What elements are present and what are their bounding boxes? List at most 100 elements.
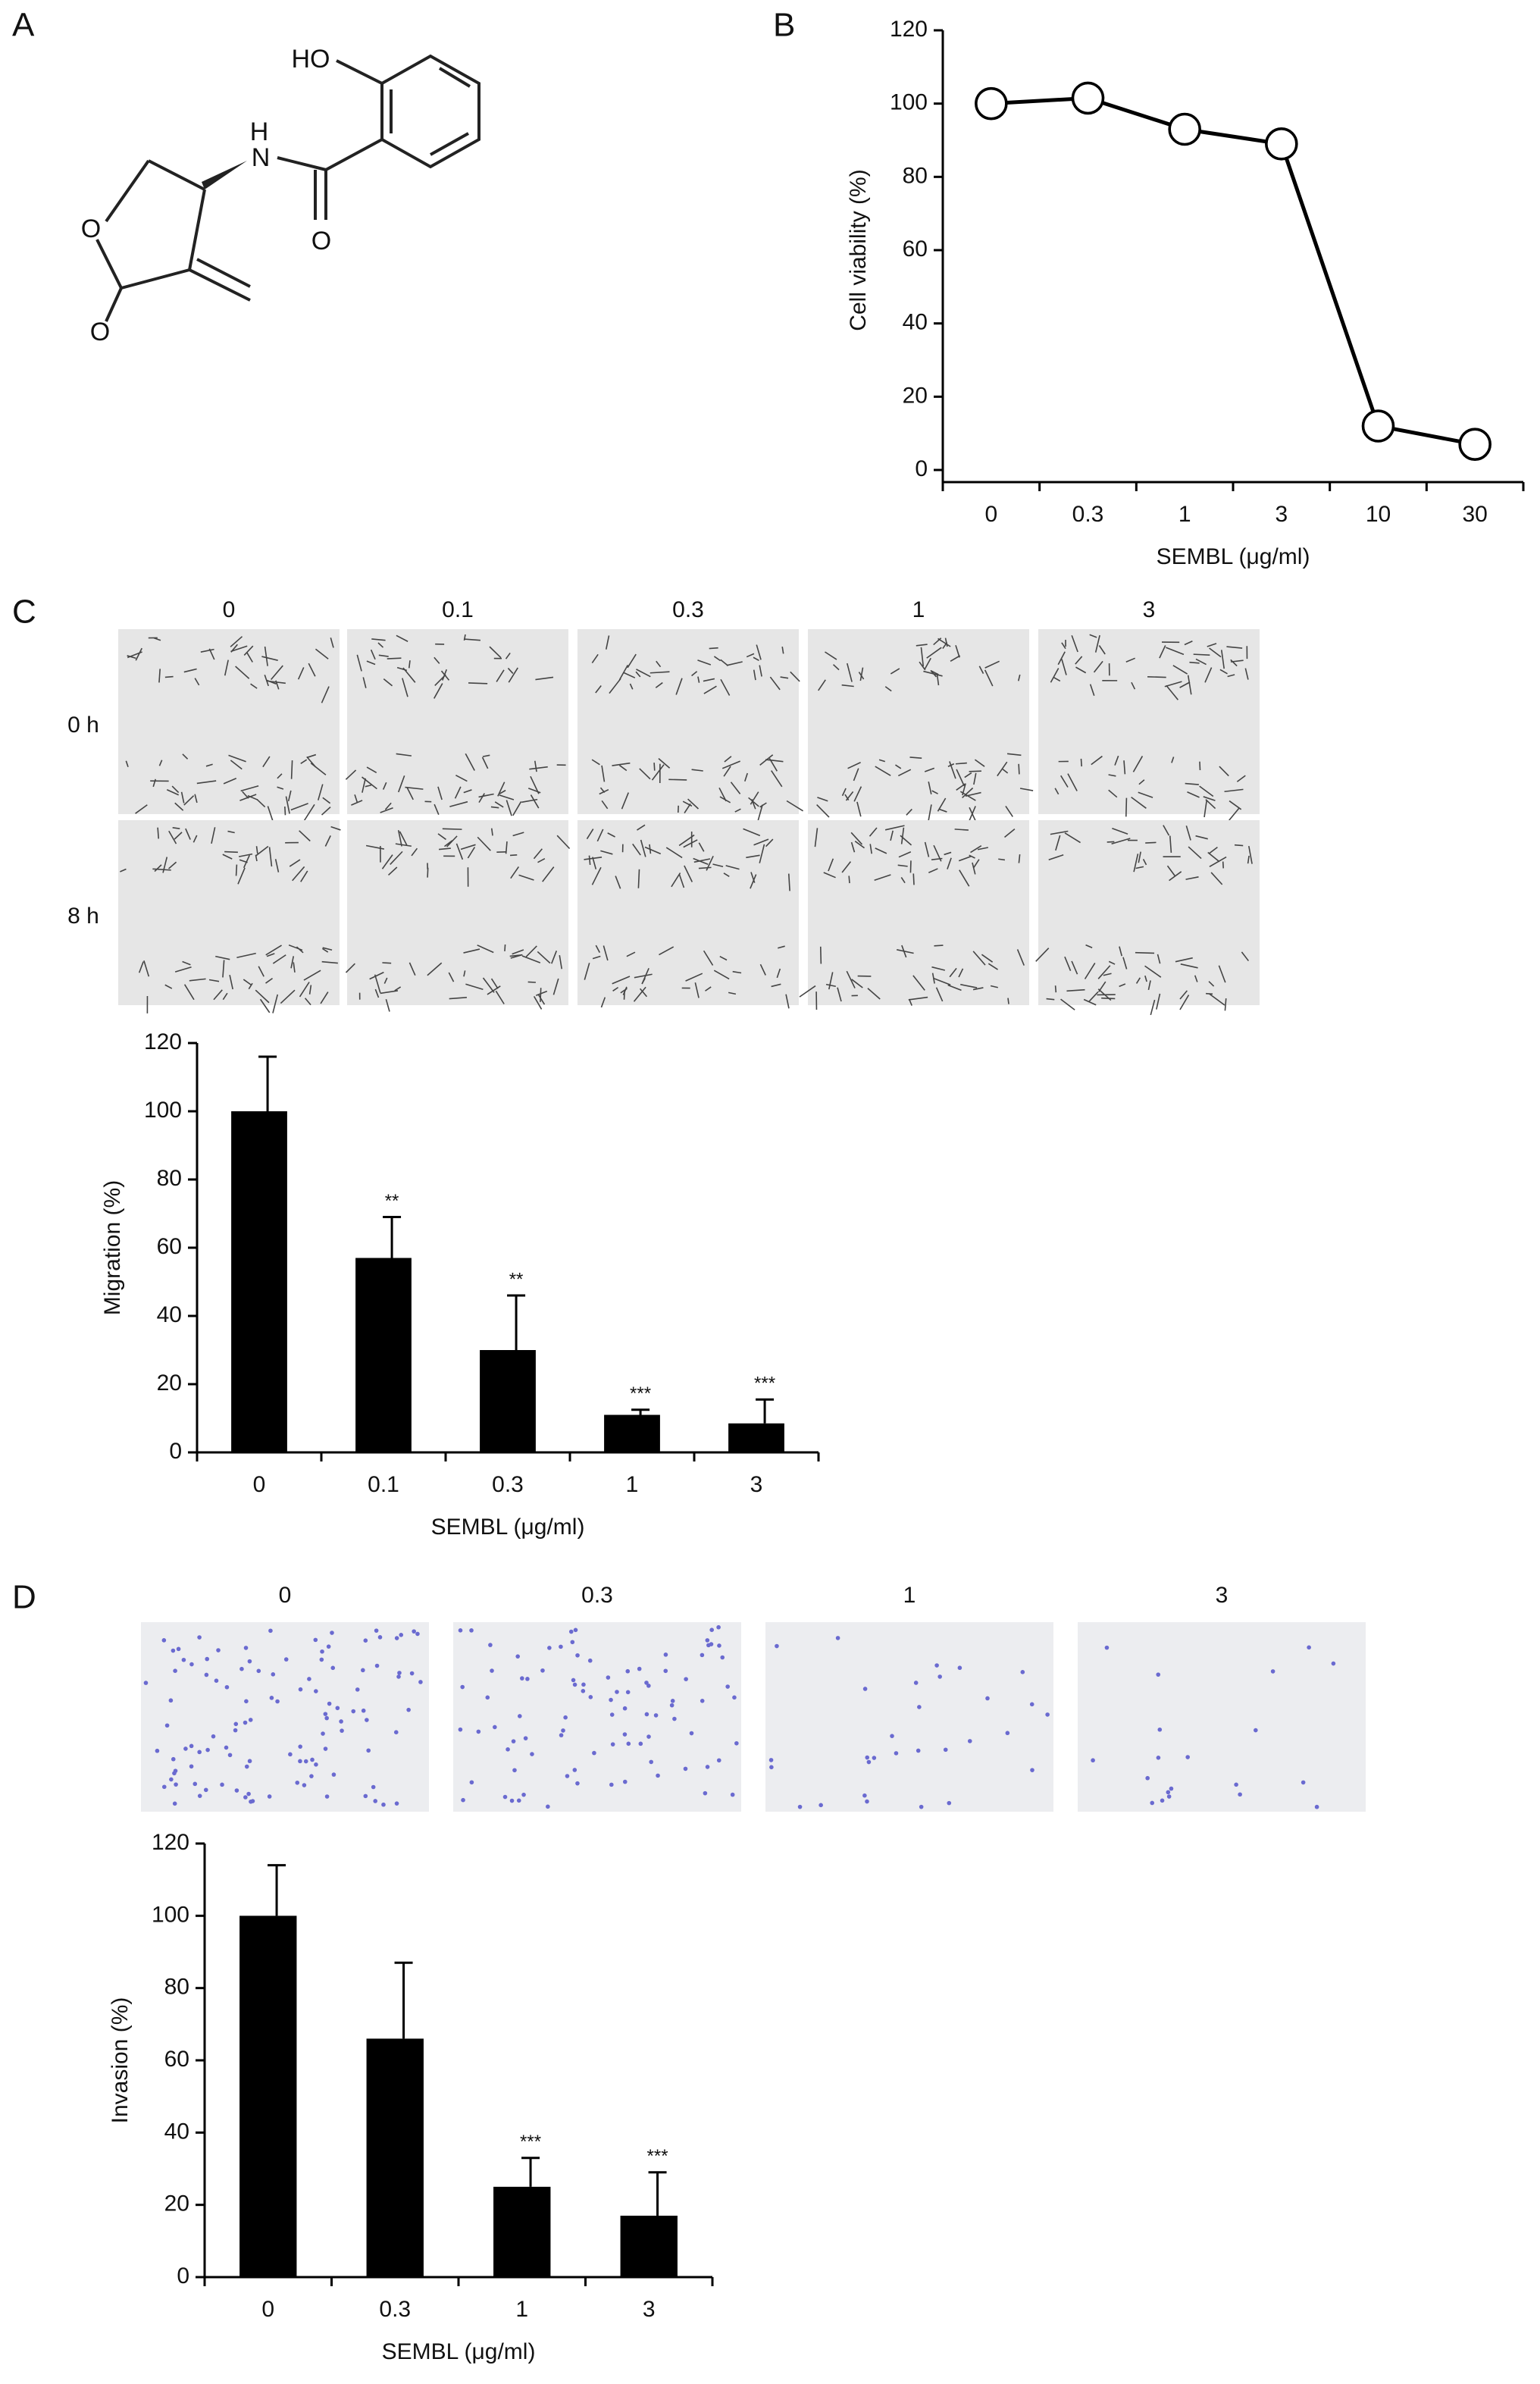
cell: [1125, 797, 1128, 817]
cell: [345, 769, 357, 780]
cell: [972, 951, 986, 966]
cell: [222, 854, 233, 860]
cell: [203, 1787, 208, 1793]
cell: [208, 648, 215, 660]
cell: [293, 962, 296, 973]
cell: [1222, 861, 1224, 869]
cell: [689, 1731, 694, 1736]
cell: [512, 949, 524, 955]
image-background: [347, 629, 568, 814]
cell: [158, 669, 161, 683]
cell: [706, 1643, 711, 1648]
cell: [572, 1768, 578, 1772]
cell: [370, 649, 376, 660]
cell: [285, 796, 290, 814]
cell: [759, 844, 765, 863]
cell: [320, 992, 329, 1004]
cell: [1331, 1661, 1336, 1666]
cell: [591, 759, 600, 766]
cell: [1135, 977, 1141, 984]
cell: [622, 1732, 628, 1737]
cell: [565, 1774, 570, 1778]
cell: [649, 1759, 654, 1765]
bar: [620, 2215, 678, 2277]
cell: [402, 667, 416, 683]
cell: [161, 1784, 167, 1790]
cell: [406, 788, 414, 800]
cell: [765, 838, 774, 847]
cell: [496, 669, 505, 682]
cell: [1132, 756, 1144, 772]
cell: [612, 976, 631, 985]
cell: [591, 866, 602, 885]
cell: [587, 1658, 593, 1663]
cell: [310, 763, 327, 775]
cell: [469, 1780, 474, 1785]
y-tick-label: 60: [157, 1234, 182, 1259]
cell: [1064, 832, 1081, 844]
cell: [434, 656, 440, 664]
cell: [1019, 788, 1034, 791]
cell: [703, 950, 714, 966]
cell: [924, 841, 930, 857]
cell: [759, 963, 766, 976]
cell: [753, 656, 759, 662]
y-tick-label: 100: [890, 90, 928, 115]
cell: [848, 876, 850, 884]
micrograph: [345, 820, 571, 1012]
cell: [853, 768, 859, 782]
cell: [243, 1646, 249, 1650]
atom-label: O: [81, 215, 101, 243]
cell: [656, 1773, 660, 1778]
cell: [586, 829, 594, 840]
cell: [237, 867, 246, 885]
cell: [719, 796, 731, 804]
cell: [1133, 854, 1139, 872]
cell: [339, 1719, 343, 1724]
cell: [1071, 960, 1078, 975]
cell: [644, 1681, 649, 1685]
cell: [302, 1783, 307, 1787]
cell: [1144, 975, 1147, 982]
cell: [255, 854, 258, 862]
cell: [1160, 1798, 1165, 1803]
cell: [268, 1628, 273, 1634]
cell: [859, 667, 864, 681]
cell: [626, 1741, 631, 1746]
cell: [521, 798, 538, 804]
cell: [390, 851, 403, 865]
cell: [330, 1665, 336, 1671]
cell: [547, 1646, 552, 1650]
cell: [633, 986, 646, 1002]
cell: [1114, 755, 1119, 766]
cell: [703, 685, 717, 694]
column-label: 0.3: [581, 1583, 613, 1608]
cell: [584, 963, 590, 980]
cell: [288, 1752, 293, 1757]
cell: [622, 1779, 628, 1784]
x-axis-label: SEMBL (μg/ml): [1157, 544, 1310, 569]
cell: [399, 831, 408, 846]
x-tick-label: 0.3: [1072, 502, 1104, 527]
cell: [943, 1747, 948, 1753]
cell: [960, 983, 978, 988]
cell: [1179, 681, 1191, 688]
image-background: [118, 629, 340, 814]
cell: [977, 847, 988, 851]
cell: [166, 789, 180, 796]
atom-label: HO: [292, 45, 330, 74]
cell: [182, 753, 189, 760]
x-axis-label: SEMBL (μg/ml): [431, 1515, 585, 1540]
cell: [825, 983, 836, 988]
cell: [869, 827, 878, 837]
cell: [683, 1766, 688, 1772]
cell: [208, 979, 220, 982]
cell: [502, 1794, 508, 1800]
micrograph: [345, 629, 568, 816]
x-tick-label: 1: [626, 1472, 639, 1497]
cell: [985, 1696, 990, 1701]
cell: [601, 765, 606, 782]
cell: [1057, 651, 1066, 666]
data-point: [1265, 127, 1298, 161]
cell: [1314, 1804, 1319, 1809]
